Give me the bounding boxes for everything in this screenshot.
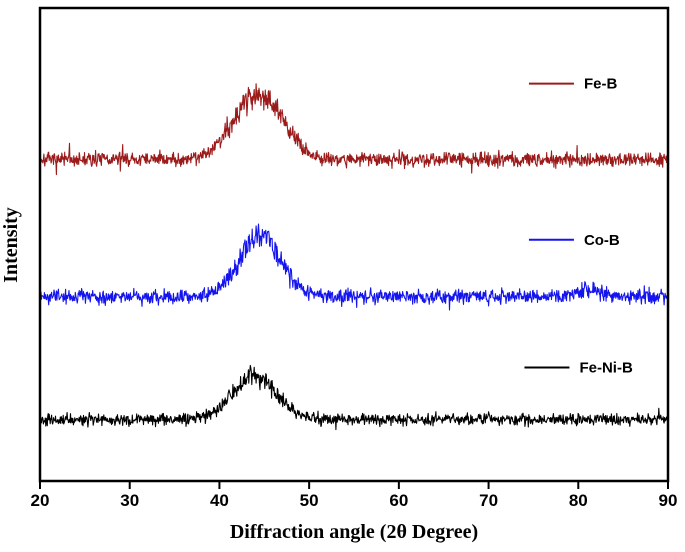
legend-label-co-b: Co-B <box>584 232 620 249</box>
plot-frame <box>38 6 670 483</box>
legend-label-fe-b: Fe-B <box>584 76 618 93</box>
y-axis-title: Intensity <box>0 207 22 283</box>
x-tick-label-80: 80 <box>569 491 588 510</box>
x-tick-label-40: 40 <box>210 491 229 510</box>
series-line-fe-ni-b <box>39 364 669 431</box>
x-axis-title: Diffraction angle (2θ Degree) <box>230 521 478 543</box>
x-tick-label-30: 30 <box>120 491 139 510</box>
plot-root: Fe-B Co-B Fe-Ni-B 20 30 40 50 60 70 80 90 <box>31 6 678 510</box>
x-tick-label-20: 20 <box>31 491 50 510</box>
x-tick-label-50: 50 <box>300 491 319 510</box>
x-tick-label-90: 90 <box>659 491 678 510</box>
legend-label-fe-ni-b: Fe-Ni-B <box>579 359 632 376</box>
x-tick-label-70: 70 <box>479 491 498 510</box>
series-line-fe-b <box>39 83 669 176</box>
series-line-co-b <box>39 223 669 311</box>
x-tick-label-60: 60 <box>389 491 408 510</box>
